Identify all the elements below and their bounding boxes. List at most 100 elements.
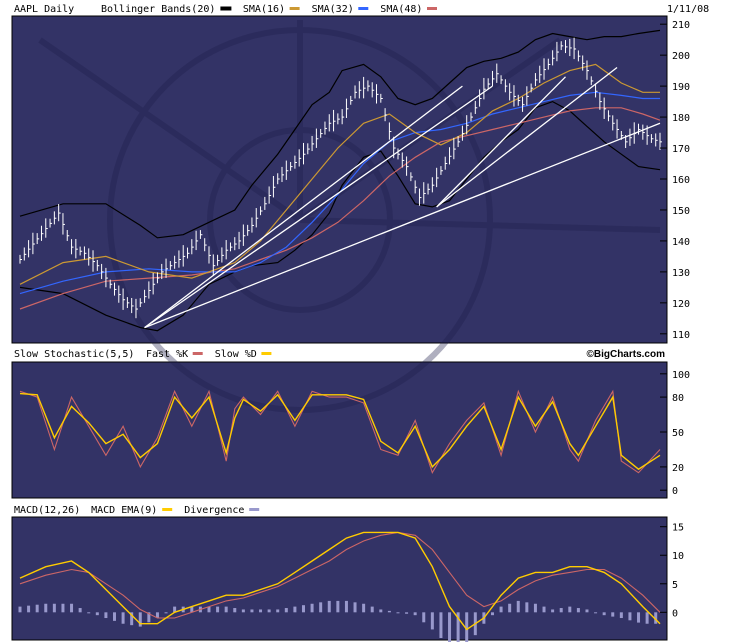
divergence-bar bbox=[611, 612, 615, 617]
legend-label: SMA(48) bbox=[380, 4, 422, 15]
divergence-bar bbox=[430, 612, 434, 630]
y-tick-label: 10 bbox=[672, 551, 684, 562]
divergence-bar bbox=[78, 608, 82, 613]
divergence-bar bbox=[138, 612, 142, 627]
macd-legend: MACD(12,26) MACD EMA(9) Divergence bbox=[14, 505, 260, 516]
divergence-bar bbox=[327, 600, 331, 613]
y-tick-label: 0 bbox=[672, 486, 678, 497]
legend-swatch bbox=[358, 7, 369, 10]
divergence-bar bbox=[594, 612, 598, 614]
divergence-bar bbox=[52, 603, 56, 613]
y-tick-label: 0 bbox=[672, 608, 678, 619]
divergence-bar bbox=[155, 612, 159, 619]
divergence-bar bbox=[551, 609, 555, 613]
bollinger-upper-band bbox=[19, 29, 661, 239]
divergence-bar bbox=[499, 606, 503, 613]
y-tick-label: 15 bbox=[672, 523, 684, 534]
y-tick-label: 80 bbox=[672, 393, 684, 404]
legend-swatch bbox=[427, 7, 437, 10]
macd-line bbox=[19, 531, 661, 631]
divergence-bar bbox=[654, 612, 658, 624]
trendline bbox=[436, 76, 566, 208]
divergence-bar bbox=[70, 603, 74, 613]
y-tick-label: 210 bbox=[672, 20, 690, 31]
slow-d-line bbox=[19, 392, 661, 471]
divergence-bar bbox=[619, 612, 623, 619]
legend-label: Slow Stochastic(5,5) bbox=[14, 349, 134, 360]
y-tick-label: 160 bbox=[672, 175, 690, 186]
divergence-bar bbox=[568, 606, 572, 613]
divergence-bar bbox=[456, 612, 460, 642]
divergence-bar bbox=[104, 612, 108, 619]
divergence-bar bbox=[121, 612, 125, 624]
y-tick-label: 100 bbox=[672, 370, 690, 381]
divergence-bar bbox=[353, 602, 357, 613]
divergence-bar bbox=[336, 600, 340, 613]
divergence-bar bbox=[216, 606, 220, 613]
price-plot bbox=[19, 29, 662, 332]
date-label: 1/11/08 bbox=[667, 4, 709, 15]
divergence-bar bbox=[533, 603, 537, 613]
divergence-bar bbox=[396, 612, 400, 614]
divergence-bar bbox=[508, 603, 512, 613]
divergence-bar bbox=[190, 606, 194, 613]
macd-panel bbox=[11, 516, 668, 641]
divergence-bar bbox=[87, 612, 91, 614]
divergence-bar bbox=[250, 609, 254, 613]
divergence-bar bbox=[344, 600, 348, 613]
divergence-bar bbox=[628, 612, 632, 621]
divergence-bar bbox=[241, 609, 245, 613]
legend-label: Divergence bbox=[184, 505, 244, 516]
macd-y-axis: 0 5 10 15 bbox=[660, 523, 684, 619]
divergence-bar bbox=[130, 612, 134, 626]
divergence-bar bbox=[284, 608, 288, 613]
price-y-axis: 110 120 130 140 150 160 170 180 190 200 210 bbox=[660, 20, 690, 341]
y-tick-label: 170 bbox=[672, 144, 690, 155]
divergence-bar bbox=[370, 606, 374, 613]
divergence-bar bbox=[465, 612, 469, 642]
divergence-bar bbox=[207, 606, 211, 613]
stochastic-y-axis: 0 20 50 80 100 bbox=[660, 370, 690, 497]
y-tick-label: 180 bbox=[672, 113, 690, 124]
divergence-bar bbox=[112, 612, 116, 621]
divergence-bar bbox=[387, 610, 391, 613]
divergence-bar bbox=[602, 612, 606, 616]
macd-plot bbox=[18, 531, 661, 642]
divergence-bar bbox=[516, 600, 520, 613]
legend-swatch bbox=[192, 352, 203, 355]
legend-swatch bbox=[289, 7, 300, 10]
legend-swatch bbox=[162, 508, 173, 511]
trendline bbox=[144, 85, 493, 329]
trendline bbox=[144, 122, 661, 329]
divergence-bar bbox=[637, 612, 641, 623]
divergence-bar bbox=[525, 602, 529, 613]
divergence-bar bbox=[276, 609, 280, 613]
stochastic-plot bbox=[19, 389, 661, 475]
divergence-bar bbox=[559, 608, 563, 613]
stochastic-panel bbox=[11, 361, 668, 499]
divergence-bar bbox=[576, 608, 580, 613]
legend-swatch bbox=[79, 7, 89, 10]
divergence-bar bbox=[147, 612, 151, 623]
legend-label: AAPL Daily bbox=[14, 4, 74, 15]
price-legend: AAPL Daily Bollinger Bands(20) SMA(16) SMA(… bbox=[14, 4, 437, 15]
legend-swatch bbox=[249, 508, 260, 511]
legend-label: Bollinger Bands(20) bbox=[101, 4, 215, 15]
divergence-bar bbox=[164, 612, 168, 614]
divergence-bar bbox=[448, 612, 452, 642]
y-tick-label: 110 bbox=[672, 330, 690, 341]
divergence-bar bbox=[293, 606, 297, 613]
y-tick-label: 20 bbox=[672, 463, 684, 474]
legend-swatch bbox=[261, 352, 272, 355]
divergence-bar bbox=[95, 612, 99, 616]
legend-label: MACD EMA(9) bbox=[91, 505, 157, 516]
y-tick-label: 130 bbox=[672, 268, 690, 279]
y-tick-label: 140 bbox=[672, 237, 690, 248]
divergence-bar bbox=[61, 603, 65, 613]
trendline bbox=[144, 85, 463, 329]
divergence-bar bbox=[585, 609, 589, 613]
y-tick-label: 200 bbox=[672, 51, 690, 62]
y-tick-label: 120 bbox=[672, 299, 690, 310]
divergence-bar bbox=[422, 612, 426, 623]
